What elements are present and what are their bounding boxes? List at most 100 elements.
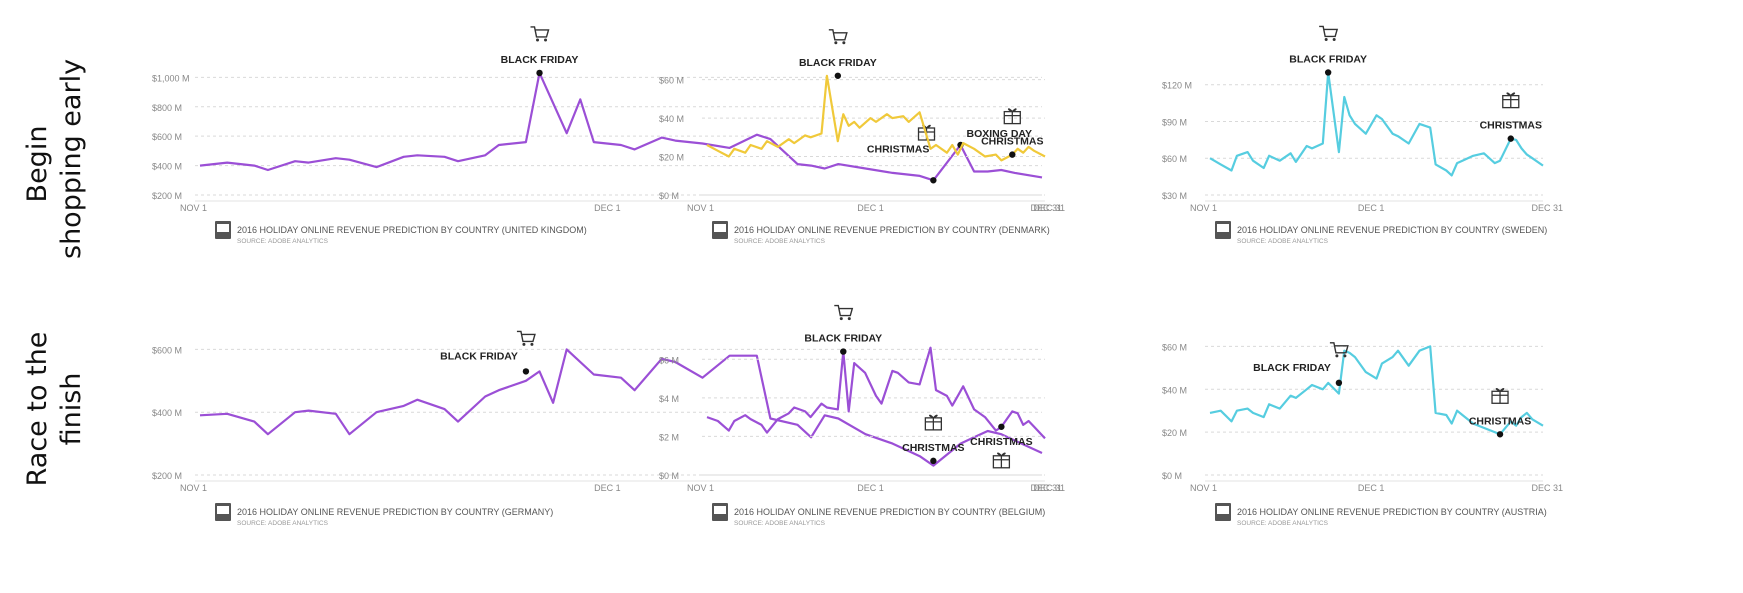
x-tick-label: NOV 1 [1190,203,1217,213]
shopping-cart-icon [516,330,536,346]
annotation-label: CHRISTMAS [981,136,1043,148]
y-tick-label: $60 M [659,76,684,86]
cart-body [530,26,550,38]
shopping-cart-icon [828,29,848,45]
annotation-label: BOXING DAY [967,128,1033,140]
annotation-dot [1009,151,1016,158]
y-tick-label: $0 M [1162,471,1182,481]
cart-wheel [1324,37,1328,41]
x-tick-label: DEC 1 [1358,483,1385,493]
annotation-label: BLACK FRIDAY [799,57,877,69]
report-icon-sheet [1217,224,1229,232]
annotation-label: CHRISTMAS [867,143,929,155]
shopping-cart-icon [1319,25,1339,41]
y-tick-label: $0 M [659,471,679,481]
cart-wheel [536,38,540,42]
x-tick-label: NOV 1 [180,203,207,213]
y-tick-label: $120 M [1162,81,1192,91]
chart-caption: 2016 HOLIDAY ONLINE REVENUE PREDICTION B… [1237,507,1547,517]
y-tick-label: $30 M [1162,191,1187,201]
cart-wheel [847,317,851,321]
cart-body [1319,25,1339,38]
cart-wheel [842,41,846,45]
report-icon-sheet [1217,506,1229,514]
annotation-label: BLACK FRIDAY [501,54,579,66]
chart-caption: 2016 HOLIDAY ONLINE REVENUE PREDICTION B… [1237,225,1547,235]
chart-panel-1: $0 M $20 M $40 M $60 M NOV 1 DEC 1 DEC 31 BLACK… [659,29,1065,245]
series-line [1209,71,1544,177]
x-tick-label: NOV 1 [687,203,714,213]
chart-source: SOURCE: ADOBE ANALYTICS [1237,520,1329,527]
y-tick-label: $2 M [659,432,679,442]
annotation-label: BLACK FRIDAY [804,333,882,345]
x-tick-label: DEC 31 [1030,203,1062,213]
report-icon [712,221,728,239]
y-tick-label: $400 M [152,162,182,172]
cart-wheel [839,317,843,321]
x-tick-label: DEC 1 [594,483,621,493]
chart-panel-3: $200 M $400 M $600 M NOV 1 DEC 1 DEC 31 BLACK … [152,330,1062,527]
gift-bow [1506,92,1516,97]
chart-source: SOURCE: ADOBE ANALYTICS [237,520,329,527]
y-tick-label: $60 M [1162,154,1187,164]
annotation-label: BLACK FRIDAY [1289,53,1367,65]
y-tick-label: $400 M [152,408,182,418]
cart-wheel [544,38,548,42]
chart-caption: 2016 HOLIDAY ONLINE REVENUE PREDICTION B… [237,225,587,235]
annotation-label: CHRISTMAS [1469,415,1531,427]
annotation-dot [522,368,530,375]
x-tick-label: DEC 31 [1531,483,1563,493]
x-tick-label: DEC 1 [857,483,884,493]
report-icon-sheet [714,506,726,514]
series-line [199,348,1043,467]
report-icon-sheet [714,224,726,232]
x-tick-label: DEC 31 [1531,203,1563,213]
report-icon [215,221,231,239]
annotation-dot [930,177,937,184]
gift-icon [1003,108,1021,125]
y-tick-label: $200 M [152,191,182,201]
chart-caption: 2016 HOLIDAY ONLINE REVENUE PREDICTION B… [734,507,1045,517]
chart-panel-0: $200 M $400 M $600 M $800 M $1,000 M NOV 1 DEC… [152,26,1062,245]
y-tick-label: $60 M [1162,342,1187,352]
x-tick-label: NOV 1 [687,483,714,493]
chart-caption: 2016 HOLIDAY ONLINE REVENUE PREDICTION B… [237,507,553,517]
annotation-label: BLACK FRIDAY [440,350,518,362]
cart-body [834,304,854,317]
gift-bow [929,414,938,419]
x-tick-label: DEC 1 [594,203,621,213]
cart-wheel [834,41,838,45]
gift-icon [1491,388,1509,404]
annotation-dot [1324,69,1332,76]
gift-icon [992,452,1011,469]
x-tick-label: DEC 31 [1033,203,1065,213]
cart-body [1329,342,1349,354]
annotation-dot [1507,135,1514,142]
report-icon [215,503,231,521]
x-tick-label: NOV 1 [1190,483,1217,493]
chart-panel-4: $0 M $2 M $4 M $6 M NOV 1 DEC 1 DEC 31 BLACK FR… [659,304,1065,527]
report-icon-sheet [217,224,229,232]
x-tick-label: DEC 31 [1033,483,1065,493]
annotation-dot [1496,431,1504,438]
y-tick-label: $20 M [659,153,684,163]
chart-panel-5: $0 M $20 M $40 M $60 M NOV 1 DEC 1 DEC 31 BLACK… [1162,342,1563,527]
annotation-dot [840,348,847,355]
chart-source: SOURCE: ADOBE ANALYTICS [237,238,329,245]
chart-source: SOURCE: ADOBE ANALYTICS [734,520,826,527]
shopping-cart-icon [834,304,854,321]
annotation-label: BLACK FRIDAY [1253,362,1331,374]
annotation-dot [834,72,842,79]
cart-body [516,330,536,343]
x-tick-label: DEC 1 [1358,203,1385,213]
gift-bow [1495,388,1505,392]
annotation-dot [536,69,543,77]
y-tick-label: $800 M [152,103,182,113]
chart-caption: 2016 HOLIDAY ONLINE REVENUE PREDICTION B… [734,225,1050,235]
y-tick-label: $90 M [1162,117,1187,127]
y-tick-label: $1,000 M [152,73,190,83]
cart-wheel [1332,37,1336,41]
x-tick-label: DEC 1 [857,203,884,213]
gift-icon [924,414,943,431]
